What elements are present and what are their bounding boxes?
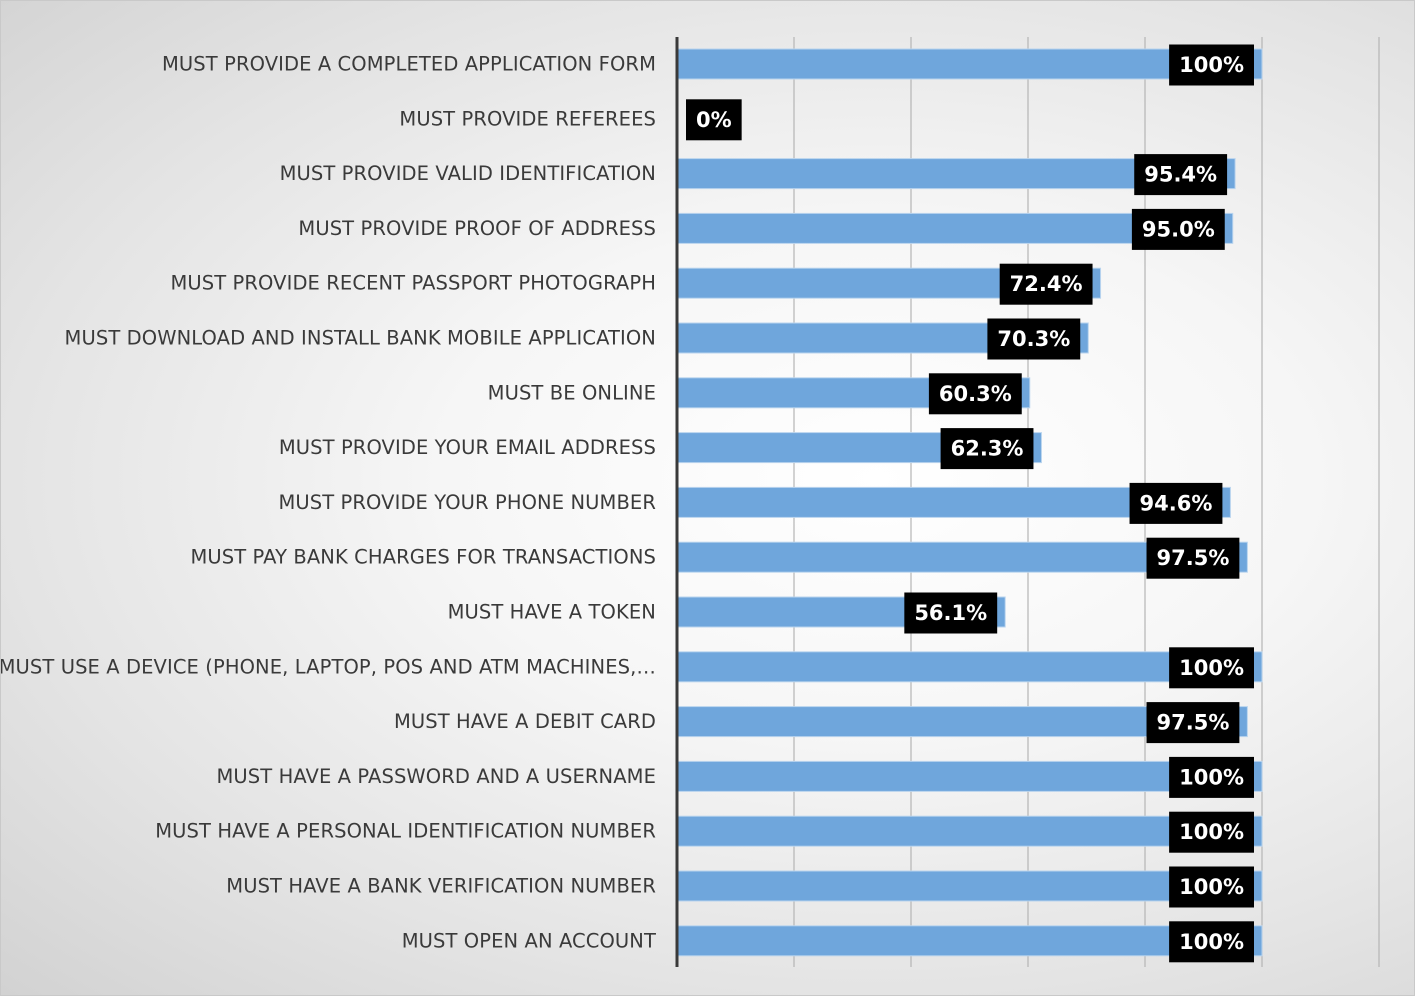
data-label: 100% — [1179, 875, 1244, 899]
data-label: 70.3% — [997, 327, 1070, 351]
data-label-box — [1146, 537, 1240, 579]
data-label-box — [1169, 811, 1254, 853]
category-label: MUST PROVIDE RECENT PASSPORT PHOTOGRAPH — [170, 272, 656, 295]
bar — [676, 760, 1263, 792]
data-label: 94.6% — [1140, 491, 1213, 515]
data-label: 97.5% — [1157, 546, 1230, 570]
data-labels: 100% 0% 95.4% 95.0% 72.4% 70.3% 60.3% 62.3% 94.6… — [686, 44, 1254, 963]
category-label: MUST PROVIDE VALID IDENTIFICATION — [280, 162, 656, 185]
data-label-box — [1169, 647, 1254, 689]
data-label: 97.5% — [1157, 711, 1230, 735]
data-label-box — [1131, 208, 1225, 250]
bar — [676, 925, 1263, 957]
category-label: MUST PROVIDE YOUR EMAIL ADDRESS — [279, 436, 656, 459]
data-label: 100% — [1179, 820, 1244, 844]
data-label-box — [1169, 44, 1254, 86]
category-label: MUST OPEN AN ACCOUNT — [402, 929, 656, 952]
data-label-box — [1129, 482, 1223, 524]
data-label: 95.0% — [1142, 217, 1215, 241]
data-label: 100% — [1179, 765, 1244, 789]
data-label-box — [999, 263, 1093, 305]
data-label: 62.3% — [951, 437, 1024, 461]
data-label: 72.4% — [1010, 272, 1083, 296]
category-label: MUST PAY BANK CHARGES FOR TRANSACTIONS — [190, 546, 656, 569]
bar — [676, 870, 1263, 902]
category-label: MUST HAVE A PASSWORD AND A USERNAME — [216, 765, 656, 788]
category-label: MUST USE A DEVICE (PHONE, LAPTOP, POS AN… — [1, 655, 656, 678]
data-label: 100% — [1179, 656, 1244, 680]
category-label: MUST PROVIDE YOUR PHONE NUMBER — [278, 491, 656, 514]
category-label: MUST PROVIDE PROOF OF ADDRESS — [298, 217, 656, 240]
category-label: MUST BE ONLINE — [488, 381, 656, 404]
bar — [676, 651, 1263, 683]
data-label-box — [987, 318, 1081, 360]
data-label-box — [1169, 866, 1254, 908]
data-label: 60.3% — [939, 382, 1012, 406]
bar — [676, 48, 1263, 80]
data-label-box — [1134, 154, 1228, 196]
data-label-box — [686, 99, 742, 141]
data-label: 95.4% — [1144, 163, 1217, 187]
category-label: MUST PROVIDE A COMPLETED APPLICATION FOR… — [162, 53, 656, 76]
data-label-box — [1169, 756, 1254, 798]
category-labels: MUST PROVIDE A COMPLETED APPLICATION FOR… — [1, 53, 656, 953]
bar — [676, 815, 1263, 847]
category-label: MUST PROVIDE REFEREES — [399, 107, 656, 130]
data-label: 100% — [1179, 930, 1244, 954]
category-label: MUST DOWNLOAD AND INSTALL BANK MOBILE AP… — [65, 327, 656, 350]
category-label: MUST HAVE A TOKEN — [448, 601, 656, 624]
data-label: 56.1% — [914, 601, 987, 625]
data-label-box — [1169, 921, 1254, 963]
data-label-box — [904, 592, 998, 634]
category-label: MUST HAVE A DEBIT CARD — [394, 710, 656, 733]
data-label-box — [940, 428, 1034, 470]
data-label-box — [928, 373, 1022, 415]
category-label: MUST HAVE A PERSONAL IDENTIFICATION NUMB… — [155, 820, 656, 843]
data-label: 0% — [696, 108, 732, 132]
data-label: 100% — [1179, 53, 1244, 77]
category-label: MUST HAVE A BANK VERIFICATION NUMBER — [226, 875, 656, 898]
data-label-box — [1146, 702, 1240, 744]
